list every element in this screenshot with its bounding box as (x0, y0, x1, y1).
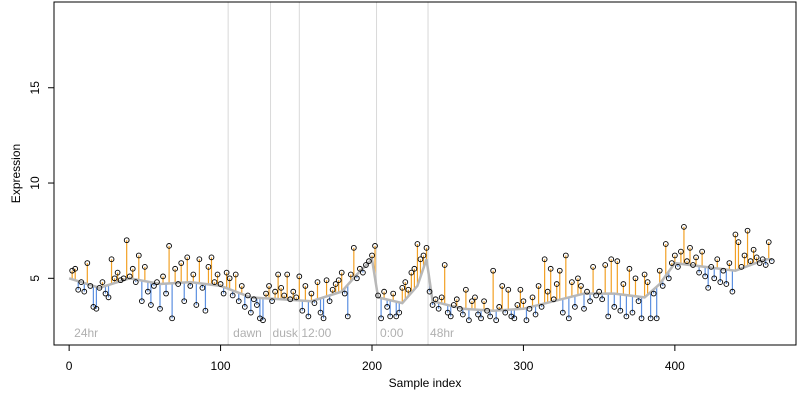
time-annotation: 24hr (74, 326, 98, 340)
y-axis-label: Expression (9, 144, 23, 203)
time-annotation: 0:00 (380, 326, 404, 340)
x-tick-label: 0 (66, 359, 73, 373)
time-annotation: 12:00 (301, 326, 331, 340)
x-tick-label: 300 (513, 359, 533, 373)
y-tick-label: 10 (28, 176, 42, 190)
y-tick-label: 15 (28, 81, 42, 95)
x-tick-label: 100 (211, 359, 231, 373)
plot-frame (54, 2, 796, 345)
y-tick-label: 5 (28, 275, 42, 282)
x-axis: 0 100 200 300 400 (66, 345, 685, 373)
time-annotation: 48hr (430, 326, 454, 340)
scatter-chart: 24hr dawn dusk 12:00 0:00 48hr 0 100 200 300 400 … (0, 0, 800, 400)
time-annotations: 24hr dawn dusk 12:00 0:00 48hr (74, 326, 454, 340)
y-axis: 5 10 15 (28, 81, 54, 282)
x-axis-label: Sample index (389, 376, 462, 390)
x-tick-label: 400 (665, 359, 685, 373)
time-annotation: dusk (273, 326, 299, 340)
divider-lines (228, 2, 428, 345)
time-annotation: dawn (233, 326, 262, 340)
chart-container: 24hr dawn dusk 12:00 0:00 48hr 0 100 200 300 400 … (0, 0, 800, 400)
x-tick-label: 200 (362, 359, 382, 373)
